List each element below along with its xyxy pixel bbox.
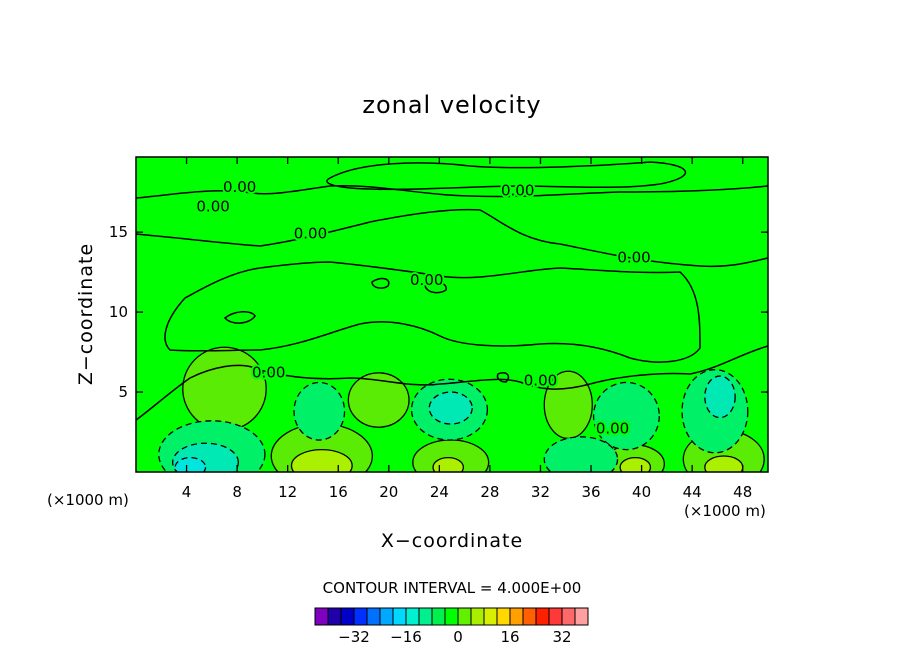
contour-region-11 [293, 381, 346, 441]
y-axis-label: Z−coordinate [75, 243, 97, 385]
colorbar-swatch-8 [418, 607, 433, 626]
contour-label-0: 0.00 [223, 178, 256, 196]
contour-label-2: 0.00 [501, 181, 534, 199]
contour-label-5: 0.00 [410, 271, 443, 289]
contour-region-18 [704, 375, 736, 419]
colorbar-swatch-18 [548, 607, 563, 626]
contour-region-13 [592, 381, 660, 451]
contour-region-8 [432, 456, 465, 472]
colorbar-label-0: −32 [338, 628, 370, 646]
colorbar-swatch-2 [340, 607, 355, 626]
x-tick-label-2: 12 [278, 483, 297, 501]
colorbar-swatch-5 [379, 607, 394, 626]
colorbar-swatch-19 [561, 607, 576, 626]
chart-title: zonal velocity [362, 91, 541, 119]
x-unit-left: (×1000 m) [47, 491, 129, 509]
plot-frame [135, 156, 769, 473]
colorbar-swatch-4 [366, 607, 381, 626]
x-tick-label-3: 16 [329, 483, 348, 501]
y-tick-label-0: 5 [118, 383, 128, 401]
colorbar-swatch-15 [509, 607, 524, 626]
colorbar-swatch-3 [353, 607, 368, 626]
colorbar-label-3: 16 [500, 628, 519, 646]
contour-small-island-4 [496, 371, 510, 383]
x-tick-label-4: 20 [379, 483, 398, 501]
contour-region-0 [182, 346, 267, 432]
colorbar-label-4: 32 [552, 628, 571, 646]
zero-contour-middle [136, 208, 768, 268]
contour-label-8: 0.00 [596, 420, 629, 438]
contour-region-20 [174, 456, 207, 472]
contour-region-7 [290, 448, 353, 472]
contour-interval-label: CONTOUR INTERVAL = 4.000E+00 [323, 579, 582, 597]
contour-region-10 [704, 455, 744, 472]
zero-contour-top-island [326, 161, 687, 191]
x-axis-label: X−coordinate [381, 530, 523, 552]
colorbar-label-1: −16 [390, 628, 422, 646]
contour-region-9 [619, 456, 652, 472]
x-tick-label-5: 24 [430, 483, 449, 501]
colorbar-swatch-9 [431, 607, 446, 626]
x-tick-label-0: 4 [182, 483, 192, 501]
contour-label-6: 0.00 [252, 364, 285, 382]
colorbar-label-2: 0 [453, 628, 463, 646]
colorbar-swatch-13 [483, 607, 498, 626]
contour-label-7: 0.00 [524, 372, 557, 390]
contour-region-16 [543, 436, 619, 472]
x-tick-label-6: 28 [480, 483, 499, 501]
x-tick-label-10: 44 [683, 483, 702, 501]
contour-small-island-1 [223, 311, 256, 324]
y-tick-label-2: 15 [109, 223, 128, 241]
contour-small-island-2 [371, 277, 390, 289]
colorbar-swatch-12 [470, 607, 485, 626]
colorbar-swatch-1 [327, 607, 342, 626]
colorbar-swatch-17 [535, 607, 550, 626]
x-tick-label-8: 36 [581, 483, 600, 501]
colorbar-swatch-14 [496, 607, 511, 626]
contour-region-1 [347, 372, 410, 428]
contour-label-layer: 0.000.000.000.000.000.000.00 0.000.00 [194, 176, 652, 439]
contour-label-1: 0.00 [196, 197, 229, 215]
contour-bottom-boundary [136, 345, 768, 421]
contour-label-4: 0.00 [617, 249, 650, 267]
colorbar-swatch-7 [405, 607, 420, 626]
x-tick-label-7: 32 [531, 483, 550, 501]
x-axis-ticks: 4 8 12 16 20 24 28 32 36 40 44 48 [182, 157, 752, 501]
x-tick-label-9: 40 [632, 483, 651, 501]
colorbar-swatch-10 [444, 607, 459, 626]
x-tick-label-11: 48 [733, 483, 752, 501]
contour-regions [158, 346, 765, 472]
colorbar-swatch-6 [392, 607, 407, 626]
x-tick-label-1: 8 [232, 483, 242, 501]
y-tick-label-1: 10 [109, 303, 128, 321]
contour-lines [136, 161, 768, 421]
colorbar: −32 −16 0 16 32 [314, 607, 589, 646]
zero-contour-upper [136, 185, 768, 199]
y-axis-ticks: 5 10 15 [109, 223, 768, 401]
colorbar-swatch-20 [574, 607, 589, 626]
colorbar-swatch-16 [522, 607, 537, 626]
zero-contour-central-lobe [164, 261, 701, 363]
contour-label-3: 0.00 [294, 225, 327, 243]
colorbar-swatch-0 [314, 607, 329, 626]
x-unit-right: (×1000 m) [684, 502, 766, 520]
colorbar-swatch-11 [457, 607, 472, 626]
contour-region-17 [428, 391, 473, 425]
contour-small-island-3 [424, 281, 447, 294]
